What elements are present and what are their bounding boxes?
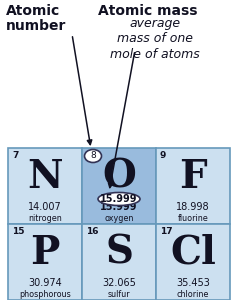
Text: nitrogen: nitrogen [28, 214, 62, 223]
Text: P: P [30, 234, 60, 272]
Bar [156, 224, 230, 300]
Text: chlorine: chlorine [177, 290, 209, 299]
Text: Atomic mass: Atomic mass [98, 4, 198, 18]
Text: F: F [179, 158, 207, 196]
Bar [82, 148, 156, 224]
Text: Atomic
number: Atomic number [6, 4, 66, 33]
Text: 8: 8 [86, 151, 92, 160]
Text: 9: 9 [160, 151, 166, 160]
Text: 35.453: 35.453 [176, 278, 210, 288]
Text: sulfur: sulfur [108, 290, 130, 299]
Text: 14.007: 14.007 [28, 202, 62, 212]
Text: 8: 8 [90, 152, 96, 160]
Bar [156, 148, 230, 224]
Text: 30.974: 30.974 [28, 278, 62, 288]
Text: fluorine: fluorine [178, 214, 208, 223]
Text: phosphorous: phosphorous [19, 290, 71, 299]
Text: 18.998: 18.998 [176, 202, 210, 212]
Text: O: O [102, 158, 136, 196]
Ellipse shape [98, 193, 140, 206]
Text: N: N [27, 158, 63, 196]
Bar [8, 224, 82, 300]
Text: average
mass of one
mole of atoms: average mass of one mole of atoms [110, 17, 200, 61]
Text: S: S [105, 234, 133, 272]
Text: 15: 15 [12, 227, 24, 236]
Bar [82, 224, 156, 300]
Ellipse shape [84, 149, 102, 163]
Text: 15.999: 15.999 [100, 194, 138, 204]
Text: 15.999: 15.999 [100, 202, 138, 212]
Bar [8, 148, 82, 224]
Text: 17: 17 [160, 227, 173, 236]
Text: 32.065: 32.065 [102, 278, 136, 288]
Text: oxygen: oxygen [104, 214, 134, 223]
Text: Cl: Cl [170, 234, 216, 272]
Text: 16: 16 [86, 227, 98, 236]
Text: 7: 7 [12, 151, 18, 160]
